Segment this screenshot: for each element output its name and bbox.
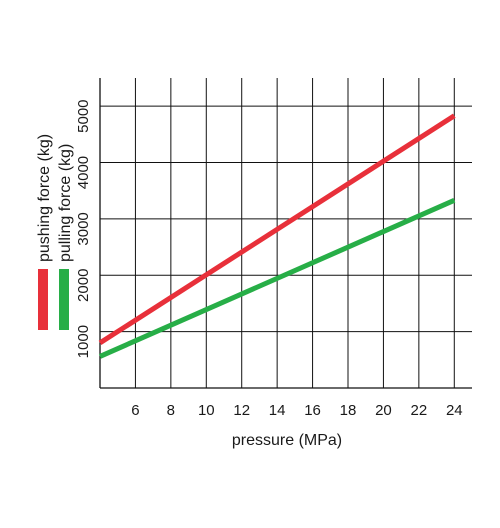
- y-tick-label: 5000: [75, 99, 92, 132]
- x-tick-label: 18: [340, 402, 357, 419]
- x-tick-label: 20: [375, 402, 392, 419]
- x-tick-label: 8: [167, 402, 175, 419]
- x-tick-label: 22: [411, 402, 428, 419]
- series-line-1: [98, 198, 456, 359]
- y-tick-label: 4000: [75, 156, 92, 189]
- series-lines: [98, 113, 456, 359]
- grid: [99, 78, 472, 389]
- y-tick-label: 1000: [75, 325, 92, 358]
- y-tick-labels: 1000 2000 3000 4000 5000: [75, 99, 92, 358]
- x-tick-label: 16: [304, 402, 321, 419]
- x-tick-label: 10: [198, 402, 215, 419]
- x-tick-label: 24: [446, 402, 463, 419]
- legend-label-1: pulling force (kg): [57, 144, 74, 262]
- legend-label-0: pushing force (kg): [36, 134, 53, 262]
- y-tick-label: 3000: [75, 212, 92, 245]
- y-tick-label: 2000: [75, 269, 92, 302]
- series-line-0: [98, 113, 456, 346]
- x-tick-labels: 6 8 10 12 14 16 18 20 22 24: [131, 402, 462, 419]
- x-axis-label: pressure (MPa): [232, 432, 342, 449]
- legend-swatch-0: [38, 269, 48, 330]
- legend-swatch-1: [59, 269, 69, 330]
- x-tick-label: 6: [131, 402, 139, 419]
- legend: pushing force (kg) pulling force (kg): [36, 134, 74, 330]
- x-tick-label: 12: [233, 402, 250, 419]
- x-tick-label: 14: [269, 402, 286, 419]
